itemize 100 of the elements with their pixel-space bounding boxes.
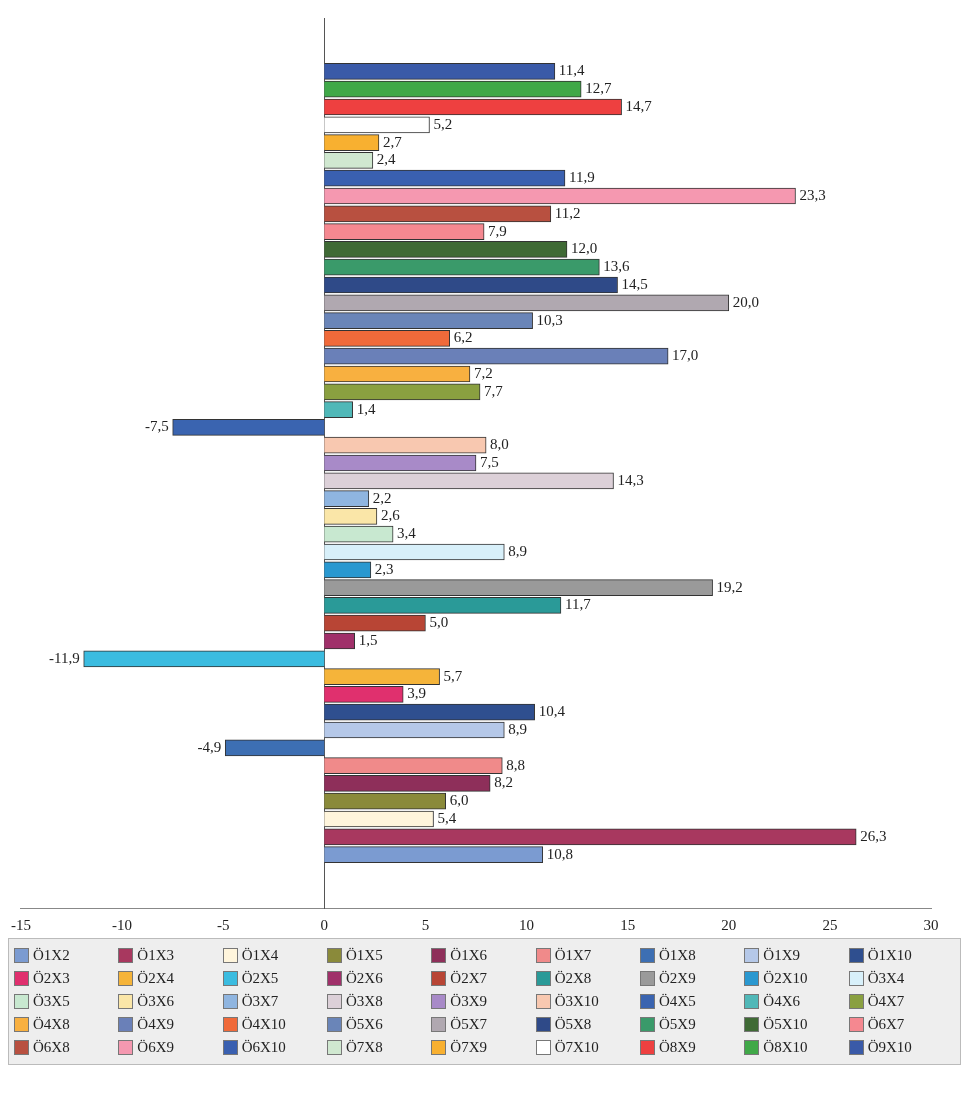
legend-label: Ö4X5 (659, 993, 696, 1010)
legend-label: Ö2X7 (450, 970, 487, 987)
data-label: 7,2 (473, 364, 493, 381)
data-label: 10,8 (546, 845, 573, 862)
data-label: 2,3 (374, 560, 394, 577)
data-label: 8,9 (508, 542, 528, 559)
x-tick-label: -15 (11, 916, 31, 933)
legend-label: Ö5X8 (554, 1016, 592, 1033)
legend-label: Ö7X9 (450, 1039, 487, 1056)
legend-label: Ö5X10 (763, 1016, 808, 1033)
legend-label: Ö4X9 (137, 1016, 174, 1033)
data-label: 7,7 (484, 382, 504, 399)
data-label: 2,4 (376, 151, 397, 168)
data-label: 12,0 (571, 240, 598, 257)
data-label: 2,2 (372, 489, 392, 506)
legend-label: Ö4X6 (763, 993, 800, 1010)
x-tick-label: 25 (822, 916, 838, 933)
legend-label: Ö1X7 (554, 947, 592, 964)
data-label: 5,7 (443, 667, 463, 684)
legend-label: Ö1X5 (346, 947, 383, 964)
data-label: 8,8 (506, 756, 526, 773)
data-label: 19,2 (716, 578, 743, 595)
data-label: 23,3 (799, 186, 826, 203)
legend-label: Ö8X10 (763, 1039, 808, 1056)
legend-label: Ö2X5 (241, 970, 279, 987)
data-label: 5,4 (437, 809, 457, 826)
data-label: 2,6 (380, 507, 401, 524)
legend-label: Ö3X4 (867, 970, 905, 987)
data-label: 11,9 (568, 169, 595, 186)
data-label: 14,5 (621, 275, 648, 292)
data-label: 3,4 (397, 525, 417, 542)
x-tick-label: 30 (923, 916, 939, 933)
legend-label: Ö2X6 (346, 970, 383, 987)
data-label: 11,4 (558, 62, 586, 79)
legend-label: Ö1X3 (137, 947, 174, 964)
data-label: 14,7 (625, 97, 653, 114)
data-label: 11,7 (564, 596, 592, 613)
legend-label: Ö6X10 (241, 1039, 286, 1056)
legend-label: Ö3X9 (450, 993, 487, 1010)
legend-label: Ö1X8 (659, 947, 696, 964)
legend-label: Ö3X5 (33, 993, 70, 1010)
legend-label: Ö4X10 (241, 1016, 286, 1033)
legend-label: Ö3X10 (554, 993, 599, 1010)
legend-label: Ö1X9 (763, 947, 800, 964)
legend-label: Ö2X10 (763, 970, 808, 987)
legend-label: Ö1X4 (241, 947, 279, 964)
legend-label: Ö4X7 (867, 993, 905, 1010)
legend-label: Ö2X4 (137, 970, 174, 987)
data-label: 5,0 (429, 614, 449, 631)
legend-label: Ö8X9 (659, 1039, 696, 1056)
data-label: 1,5 (358, 631, 378, 648)
legend-label: Ö6X9 (137, 1039, 174, 1056)
x-tick-label: 5 (421, 916, 430, 933)
legend-label: Ö5X7 (450, 1016, 487, 1033)
legend-label: Ö2X3 (33, 970, 70, 987)
legend-label: Ö4X8 (33, 1016, 70, 1033)
legend-label: Ö3X8 (346, 993, 383, 1010)
x-tick-label: -10 (112, 916, 133, 933)
data-label: 10,3 (536, 311, 563, 328)
data-label: 17,0 (672, 347, 699, 364)
data-label: 10,4 (538, 703, 566, 720)
legend-label: Ö6X7 (867, 1016, 905, 1033)
legend-label: Ö3X7 (241, 993, 279, 1010)
data-label: 3,9 (407, 685, 426, 702)
x-tick-label: 0 (320, 916, 329, 933)
data-label: 2,7 (382, 133, 403, 150)
data-label: -7,5 (144, 418, 169, 435)
legend-label: Ö9X10 (867, 1039, 912, 1056)
x-tick-label: -5 (216, 916, 230, 933)
legend-label: Ö5X9 (659, 1016, 696, 1033)
data-label: 26,3 (860, 827, 887, 844)
legend-label: Ö2X8 (554, 970, 592, 987)
data-label: 8,2 (494, 774, 513, 791)
legend-label: Ö6X8 (33, 1039, 70, 1056)
legend-label: Ö1X10 (867, 947, 912, 964)
data-label: 7,5 (480, 453, 499, 470)
legend-label: Ö1X6 (450, 947, 487, 964)
data-label: 14,3 (617, 471, 644, 488)
x-tick-label: 10 (519, 916, 535, 933)
data-label: -11,9 (48, 649, 80, 666)
data-label: 5,2 (433, 115, 453, 132)
data-label: -4,9 (197, 738, 222, 755)
x-tick-label: 20 (721, 916, 737, 933)
data-label: 12,7 (585, 80, 612, 97)
data-label: 20,0 (732, 293, 760, 310)
legend-label: Ö2X9 (659, 970, 696, 987)
data-label: 6,2 (453, 329, 473, 346)
legend-label: Ö1X2 (33, 947, 70, 964)
legend-label: Ö5X6 (346, 1016, 383, 1033)
data-label: 8,0 (490, 436, 509, 453)
data-label: 11,2 (554, 204, 581, 221)
legend-label: Ö7X10 (554, 1039, 599, 1056)
data-label: 1,4 (356, 400, 376, 417)
data-label: 13,6 (603, 258, 631, 275)
data-label: 6,0 (449, 792, 469, 809)
data-label: 8,9 (508, 720, 528, 737)
data-label: 7,9 (488, 222, 507, 239)
legend-label: Ö3X6 (137, 993, 174, 1010)
x-tick-label: 15 (620, 916, 636, 933)
legend-label: Ö7X8 (346, 1039, 383, 1056)
